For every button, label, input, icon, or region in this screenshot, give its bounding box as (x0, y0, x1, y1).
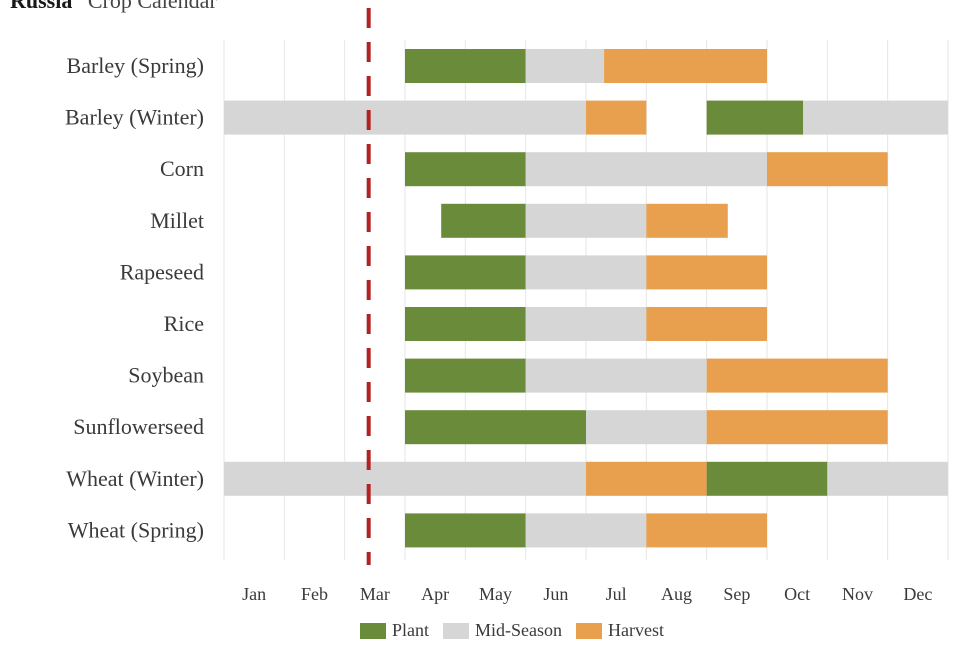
bar-mid (525, 358, 707, 393)
bar-plant (405, 410, 586, 445)
month-tick-label: Aug (661, 584, 692, 604)
month-tick-label: Oct (784, 584, 810, 604)
bar-plant (405, 49, 526, 83)
chart-legend: Plant Mid-Season Harvest (360, 620, 678, 641)
chart-title: Russia Crop Calendar (10, 0, 217, 14)
crop-calendar-chart: Barley (Spring) Barley (Winter) Corn Millet… (65, 8, 949, 604)
bar-harvest (706, 410, 888, 445)
month-tick-label: Sep (723, 584, 750, 604)
month-tick-label: May (479, 584, 512, 604)
bar-mid (525, 513, 647, 548)
bar-mid (525, 152, 767, 187)
month-tick-label: Jul (606, 584, 627, 604)
bar-plant (706, 100, 804, 135)
country-name: Russia (10, 0, 73, 13)
crop-label: Barley (Winter) (65, 105, 204, 130)
bar-plant (405, 152, 526, 187)
bar-mid (224, 461, 586, 496)
crop-label: Barley (Spring) (67, 53, 204, 78)
legend-swatch (360, 622, 386, 639)
crop-label: Soybean (128, 363, 204, 388)
bar-harvest (767, 152, 888, 187)
chart-subtitle: Crop Calendar (87, 0, 217, 13)
legend-item-plant: Plant (360, 620, 429, 641)
month-tick-label: Nov (842, 584, 873, 604)
bar-harvest (586, 100, 647, 135)
crop-label: Wheat (Winter) (66, 466, 204, 491)
bar-mid (827, 461, 948, 496)
bar-harvest (586, 461, 707, 496)
crop-label: Corn (160, 156, 204, 181)
bar-harvest (646, 307, 767, 341)
bar-plant (405, 358, 526, 393)
legend-item-harvest: Harvest (576, 620, 664, 641)
bar-harvest (604, 49, 767, 83)
bar-plant (405, 307, 526, 341)
crop-label: Rapeseed (120, 259, 204, 284)
bar-mid (525, 203, 647, 238)
month-tick-label: Mar (360, 584, 390, 604)
bar-mid (586, 410, 707, 445)
bar-mid (224, 100, 586, 135)
month-tick-label: Dec (903, 584, 932, 604)
month-tick-label: Feb (301, 584, 328, 604)
bar-harvest (646, 203, 728, 238)
legend-swatch (576, 622, 603, 639)
crop-label: Millet (150, 208, 204, 233)
bar-plant (441, 203, 526, 238)
bar-mid (525, 49, 605, 83)
bar-mid (525, 255, 647, 290)
bar-plant (405, 255, 526, 290)
bar-harvest (646, 513, 767, 548)
legend-label: Harvest (608, 620, 664, 640)
legend-swatch (443, 622, 470, 639)
crop-label: Wheat (Spring) (68, 517, 204, 542)
crop-label: Sunflowerseed (73, 414, 204, 439)
crop-label: Rice (164, 311, 204, 336)
month-tick-label: Jan (242, 584, 266, 604)
bar-mid (525, 307, 647, 341)
legend-label: Plant (392, 620, 430, 640)
bar-plant (405, 513, 526, 548)
month-tick-label: Apr (421, 584, 449, 604)
bar-harvest (706, 358, 888, 393)
bar-mid (803, 100, 948, 135)
legend-label: Mid-Season (475, 620, 563, 640)
month-tick-label: Jun (543, 584, 568, 604)
bar-harvest (646, 255, 767, 290)
legend-item-mid: Mid-Season (443, 620, 562, 641)
bar-plant (706, 461, 828, 496)
